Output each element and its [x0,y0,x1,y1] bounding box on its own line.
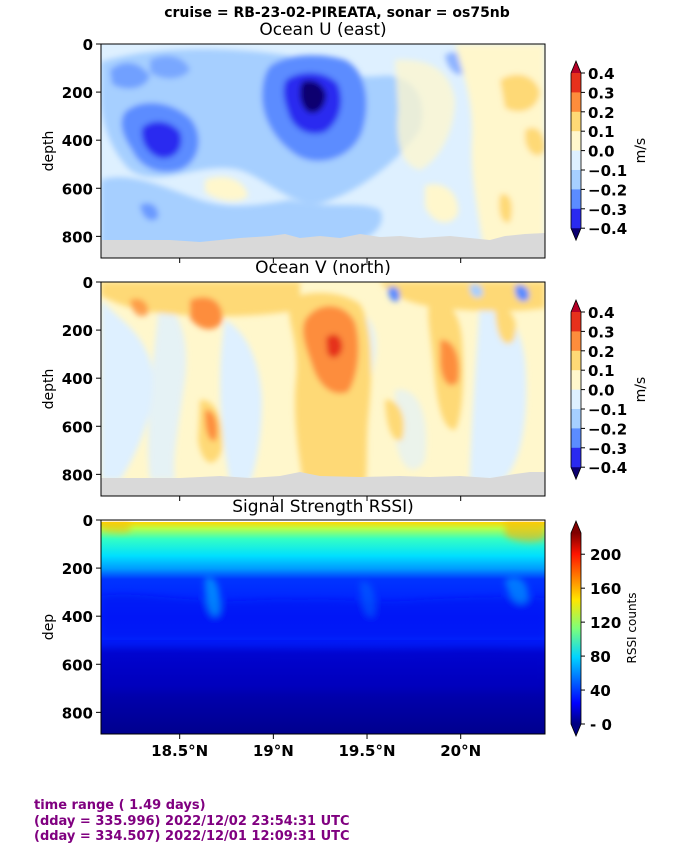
panel-ocean-v: Ocean V (north) [41,258,649,497]
time-range-line: time range ( 1.49 days) [34,798,206,813]
colorbar-tick-label: 160 [590,580,621,598]
colorbar-tick-label: 120 [590,614,621,632]
colorbar-segment [571,170,581,190]
y-tick-label: 400 [62,608,93,626]
heatmap-rssi [101,520,545,734]
y-tick-label: 200 [62,322,93,340]
y-axis: 0 200 400 600 800 [62,512,101,722]
axes-frame [100,281,546,497]
colorbar-segment [571,331,581,352]
time-range-end-line: (dday = 335.996) 2022/12/02 23:54:31 UTC [34,813,350,829]
colorbar-tick-label: −0.1 [588,401,627,419]
y-tick-label: 0 [83,512,93,530]
heatmap-ocean-u [101,44,545,258]
panel-title: Signal Strength RSSI) [232,497,414,517]
colorbar-tick-label: - 0 [590,716,612,734]
heatmap-ocean-v [101,282,545,496]
colorbar: 0.40.3 0.20.1 0.0−0.1−0.2 −0.3−0.4 m/s [570,298,649,481]
y-axis: 0 200 400 600 800 [62,36,101,246]
colorbar-tick-label: 200 [590,546,621,564]
colorbar-tick-label: 80 [590,648,611,666]
time-range-footer: time range ( 1.49 days) (dday = 335.996)… [34,798,350,845]
colorbar-extend-min [571,467,581,480]
colorbar-extend-min [571,228,581,241]
y-axis-label: dep [41,614,57,641]
colorbar-tick-label: 40 [590,682,611,700]
x-tick-label: 19.5°N [338,742,395,760]
colorbar-segment [571,150,581,171]
colorbar-segment [571,189,581,210]
colorbar-extend-max [571,61,581,73]
colorbar-tick-label: 0.3 [588,84,615,102]
colorbar-tick-label: −0.2 [588,420,627,438]
colorbar: 0.40.3 0.20.1 0.0−0.1−0.2 −0.3−0.4 m/s [570,59,649,242]
y-tick-label: 0 [83,36,93,54]
y-tick-label: 400 [62,132,93,150]
colorbar-segment [571,111,581,132]
axes-frame [100,519,546,735]
colorbar-extend-min [571,724,581,736]
colorbar-tick-label: 0.4 [588,65,615,83]
colorbar-tick-label: −0.4 [588,220,627,238]
panel-ocean-u: Ocean U (east) [41,20,649,259]
y-tick-label: 800 [62,704,93,722]
colorbar-tick-label: 0.2 [588,343,615,361]
y-tick-label: 400 [62,370,93,388]
colorbar: 200 160 120 80 40 - 0 RSSI counts [570,519,639,738]
colorbar-segment [571,370,581,391]
colorbar-label: m/s [633,138,649,164]
colorbar-tick-label: −0.4 [588,459,627,477]
y-tick-label: 200 [62,84,93,102]
x-tick-label: 20°N [440,742,481,760]
colorbar-segment [571,409,581,429]
y-tick-label: 800 [62,228,93,246]
colorbar-segment [571,428,581,449]
panel-title: Ocean U (east) [259,20,386,40]
colorbar-tick-label: −0.3 [588,440,627,458]
colorbar-segment [571,350,581,371]
y-tick-label: 600 [62,418,93,436]
x-tick-label: 18.5°N [151,742,208,760]
colorbar-extend-max [571,300,581,312]
colorbar-label: RSSI counts [625,592,639,663]
colorbar-tick-label: −0.2 [588,181,627,199]
y-tick-label: 600 [62,180,93,198]
colorbar-tick-label: 0.1 [588,362,615,380]
colorbar-extend-max [571,521,581,533]
y-tick-label: 600 [62,656,93,674]
time-range-start-line: (dday = 334.507) 2022/12/01 12:09:31 UTC [34,829,350,844]
colorbar-ticks: 200 160 120 80 40 - 0 [581,546,621,734]
panel-title: Ocean V (north) [255,258,391,278]
x-axis: 18.5°N 19°N 19.5°N 20°N [151,258,481,760]
axes-frame [100,43,546,259]
colorbar-tick-label: 0.0 [588,143,615,161]
colorbar-tick-label: 0.0 [588,382,615,400]
colorbar-tick-label: −0.1 [588,162,627,180]
colorbar-segment [571,92,581,113]
suptitle: cruise = RB-23-02-PIREATA, sonar = os75n… [164,5,510,21]
colorbar-segment [571,208,581,229]
colorbar-tick-label: −0.3 [588,201,627,219]
colorbar-segment [571,389,581,410]
y-axis-label: depth [41,131,57,172]
colorbar-segment [571,447,581,468]
colorbar-scale [571,533,581,724]
colorbar-tick-label: 0.2 [588,104,615,122]
y-axis: 0 200 400 600 800 [62,274,101,484]
colorbar-label: m/s [633,377,649,403]
y-tick-label: 800 [62,466,93,484]
colorbar-tick-label: 0.4 [588,304,615,322]
y-tick-label: 200 [62,560,93,578]
x-tick-label: 19°N [253,742,294,760]
y-axis-label: depth [41,369,57,410]
colorbar-tick-label: 0.1 [588,123,615,141]
colorbar-tick-label: 0.3 [588,323,615,341]
colorbar-segment [571,131,581,152]
colorbar-segment [571,312,581,332]
y-tick-label: 0 [83,274,93,292]
colorbar-segment [571,73,581,93]
